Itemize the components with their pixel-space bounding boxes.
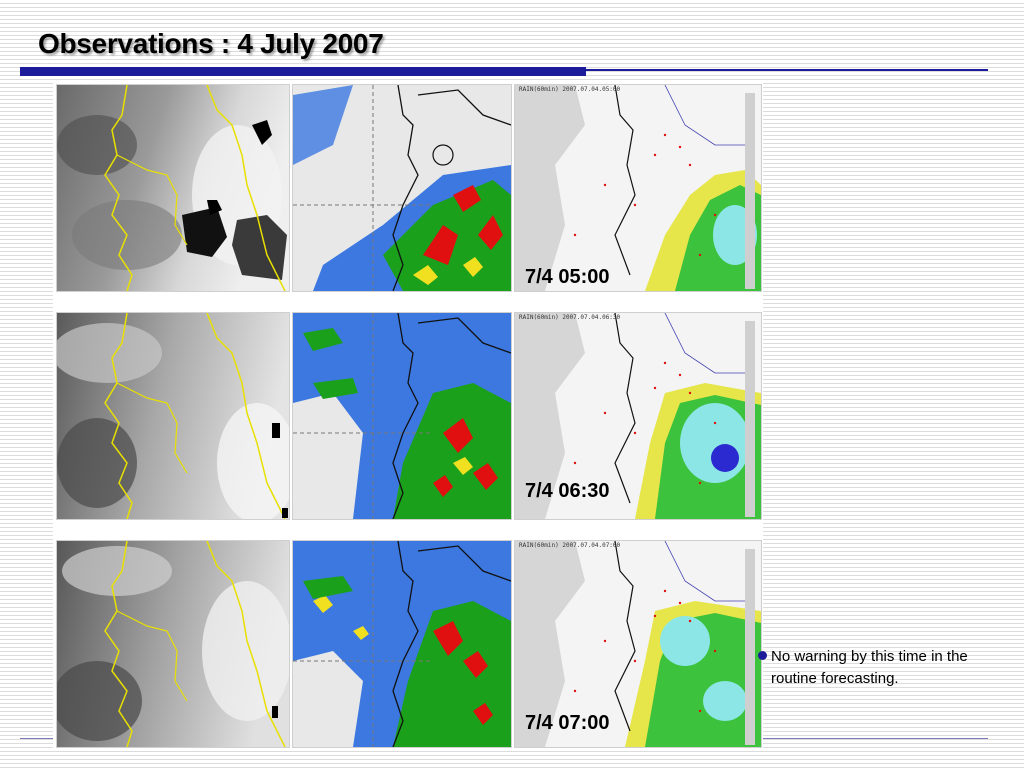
satellite-image-0500	[56, 84, 290, 292]
radar-image-0500	[292, 84, 512, 292]
time-label: 7/4 07:00	[525, 712, 610, 734]
time-label: 7/4 05:00	[525, 266, 610, 288]
radar-image-0700	[292, 540, 512, 748]
rainfall-map-0500: RAIN(60min) 2007.07.04.05:00	[514, 84, 762, 292]
satellite-image-0630	[56, 312, 290, 520]
note-text: No warning by this time in the routine f…	[771, 648, 968, 687]
rainfall-map-header: RAIN(60min) 2007.07.04.05:00	[519, 86, 621, 93]
rainfall-map-header: RAIN(60min) 2007.07.04.06:30	[519, 314, 621, 321]
time-label: 7/4 06:30	[525, 480, 610, 502]
title-underline	[20, 67, 988, 76]
slide-title: Observations : 4 July 2007	[38, 28, 384, 59]
bullet-note: No warning by this time in the routine f…	[758, 646, 998, 690]
observation-image-grid: RAIN(60min) 2007.07.04.05:00 7/4 05:00	[53, 80, 763, 748]
bullet-icon	[758, 651, 767, 660]
rainfall-map-0700: RAIN(60min) 2007.07.04.07:00	[514, 540, 762, 748]
satellite-image-0700	[56, 540, 290, 748]
radar-image-0630	[292, 312, 512, 520]
rainfall-map-0630: RAIN(60min) 2007.07.04.06:30	[514, 312, 762, 520]
rainfall-map-header: RAIN(60min) 2007.07.04.07:00	[519, 542, 621, 549]
